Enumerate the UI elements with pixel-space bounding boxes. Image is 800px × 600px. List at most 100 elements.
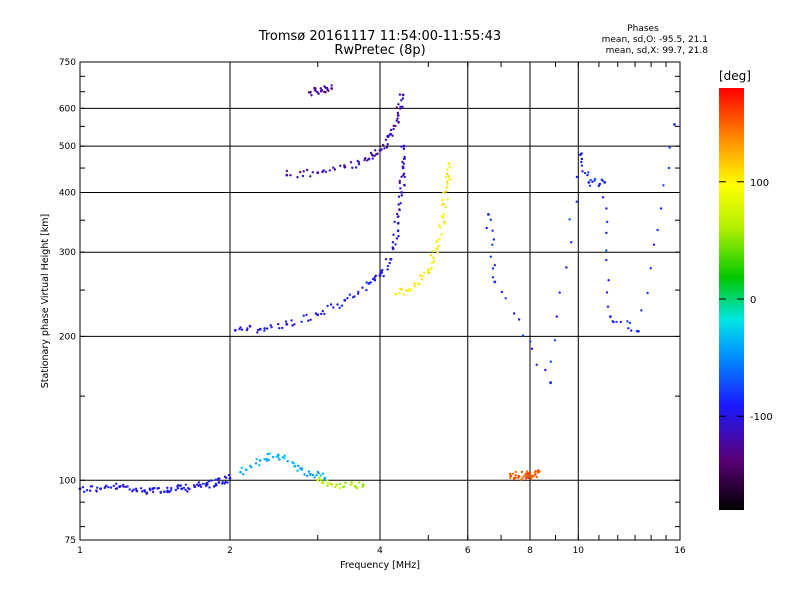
data-point — [446, 198, 449, 201]
data-point — [293, 465, 296, 468]
data-point — [319, 478, 322, 481]
data-point — [356, 292, 360, 295]
colorbar-tick-label: 0 — [750, 295, 756, 306]
data-point — [315, 474, 318, 477]
data-point — [575, 175, 579, 179]
stats-line-o: mean, sd,O: -95.5, 21.1 — [602, 35, 708, 45]
data-point — [400, 194, 403, 197]
data-point — [302, 170, 305, 173]
data-point — [365, 281, 368, 284]
data-point — [285, 173, 289, 177]
data-point — [489, 218, 492, 221]
data-point — [384, 258, 388, 261]
plot-frame — [79, 61, 681, 541]
x-axis-label: Frequency [MHz] — [340, 560, 420, 571]
data-point — [509, 474, 512, 478]
data-point — [392, 127, 395, 131]
data-point — [373, 154, 376, 157]
data-point — [326, 88, 329, 91]
y-tick-label: 300 — [59, 248, 76, 258]
data-point — [401, 160, 404, 164]
data-point — [601, 196, 605, 199]
data-point — [249, 325, 252, 328]
data-point — [401, 97, 405, 100]
data-point — [104, 485, 107, 489]
data-point — [659, 207, 663, 210]
x-tick-label: 10 — [573, 546, 585, 556]
data-point — [580, 152, 583, 155]
data-point — [394, 243, 397, 246]
data-point — [343, 164, 346, 168]
data-point — [99, 487, 102, 491]
data-point — [292, 462, 295, 465]
data-point — [442, 213, 446, 216]
data-point — [442, 202, 445, 206]
data-point — [436, 251, 439, 254]
data-point — [357, 481, 361, 484]
data-point — [396, 117, 399, 120]
data-point — [568, 218, 571, 221]
data-point — [429, 254, 433, 257]
data-point — [627, 327, 630, 330]
data-point — [401, 105, 404, 109]
data-point — [575, 200, 578, 203]
data-point — [109, 486, 113, 489]
data-point — [384, 138, 388, 141]
data-point — [423, 271, 426, 274]
data-point — [157, 486, 160, 490]
data-point — [83, 490, 86, 493]
data-point — [166, 490, 169, 494]
data-point — [336, 484, 339, 487]
data-point — [81, 486, 85, 489]
data-point — [619, 320, 622, 324]
data-point — [269, 324, 272, 327]
data-point — [400, 175, 403, 178]
data-point — [432, 256, 435, 260]
data-point — [402, 162, 405, 165]
data-point — [321, 472, 325, 475]
data-point — [323, 478, 326, 481]
data-point — [350, 482, 353, 485]
data-point — [265, 457, 268, 461]
data-point — [296, 469, 299, 472]
data-point — [422, 275, 425, 278]
data-point — [420, 278, 424, 281]
data-point — [398, 179, 401, 183]
data-point — [628, 321, 632, 325]
data-point — [396, 212, 399, 216]
x-tick-labels: 1 2 4 6 8 10 16 — [77, 546, 686, 556]
data-point — [391, 246, 394, 249]
data-point — [272, 455, 275, 459]
data-point — [386, 268, 389, 271]
x-tick-label: 8 — [527, 546, 533, 556]
data-point — [148, 487, 151, 490]
data-point — [208, 486, 211, 489]
data-point — [399, 105, 402, 109]
data-point — [126, 485, 129, 488]
data-point — [527, 476, 530, 480]
data-point — [233, 328, 237, 332]
data-point — [286, 460, 289, 463]
data-point — [403, 175, 406, 179]
data-point — [381, 268, 384, 272]
data-point — [351, 166, 354, 169]
data-point — [396, 111, 400, 115]
data-point — [441, 198, 444, 202]
data-point — [197, 481, 201, 484]
data-point — [184, 488, 187, 492]
data-point — [326, 482, 329, 485]
data-point — [427, 271, 431, 275]
data-point — [589, 178, 592, 182]
data-point — [395, 106, 398, 109]
y-tick-label: 200 — [59, 332, 76, 342]
data-point — [258, 327, 262, 331]
data-point — [447, 175, 450, 178]
data-point — [141, 490, 144, 493]
data-point — [400, 288, 403, 291]
data-point — [396, 114, 400, 117]
data-point — [448, 165, 451, 169]
data-point — [417, 282, 421, 286]
colorbar-ticks: 100 0 -100 — [719, 178, 773, 423]
data-point — [565, 266, 568, 269]
data-point — [410, 289, 413, 292]
